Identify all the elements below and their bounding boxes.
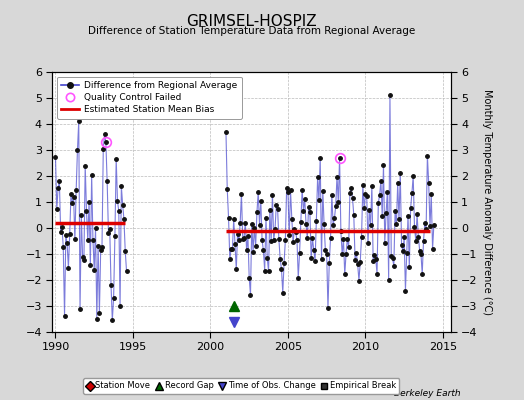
Text: Difference of Station Temperature Data from Regional Average: Difference of Station Temperature Data f… [88, 26, 415, 36]
Legend: Difference from Regional Average, Quality Control Failed, Estimated Station Mean: Difference from Regional Average, Qualit… [57, 76, 242, 119]
Text: Berkeley Earth: Berkeley Earth [395, 389, 461, 398]
Text: GRIMSEL-HOSPIZ: GRIMSEL-HOSPIZ [186, 14, 317, 29]
Legend: Station Move, Record Gap, Time of Obs. Change, Empirical Break: Station Move, Record Gap, Time of Obs. C… [83, 378, 399, 394]
Y-axis label: Monthly Temperature Anomaly Difference (°C): Monthly Temperature Anomaly Difference (… [482, 89, 492, 315]
